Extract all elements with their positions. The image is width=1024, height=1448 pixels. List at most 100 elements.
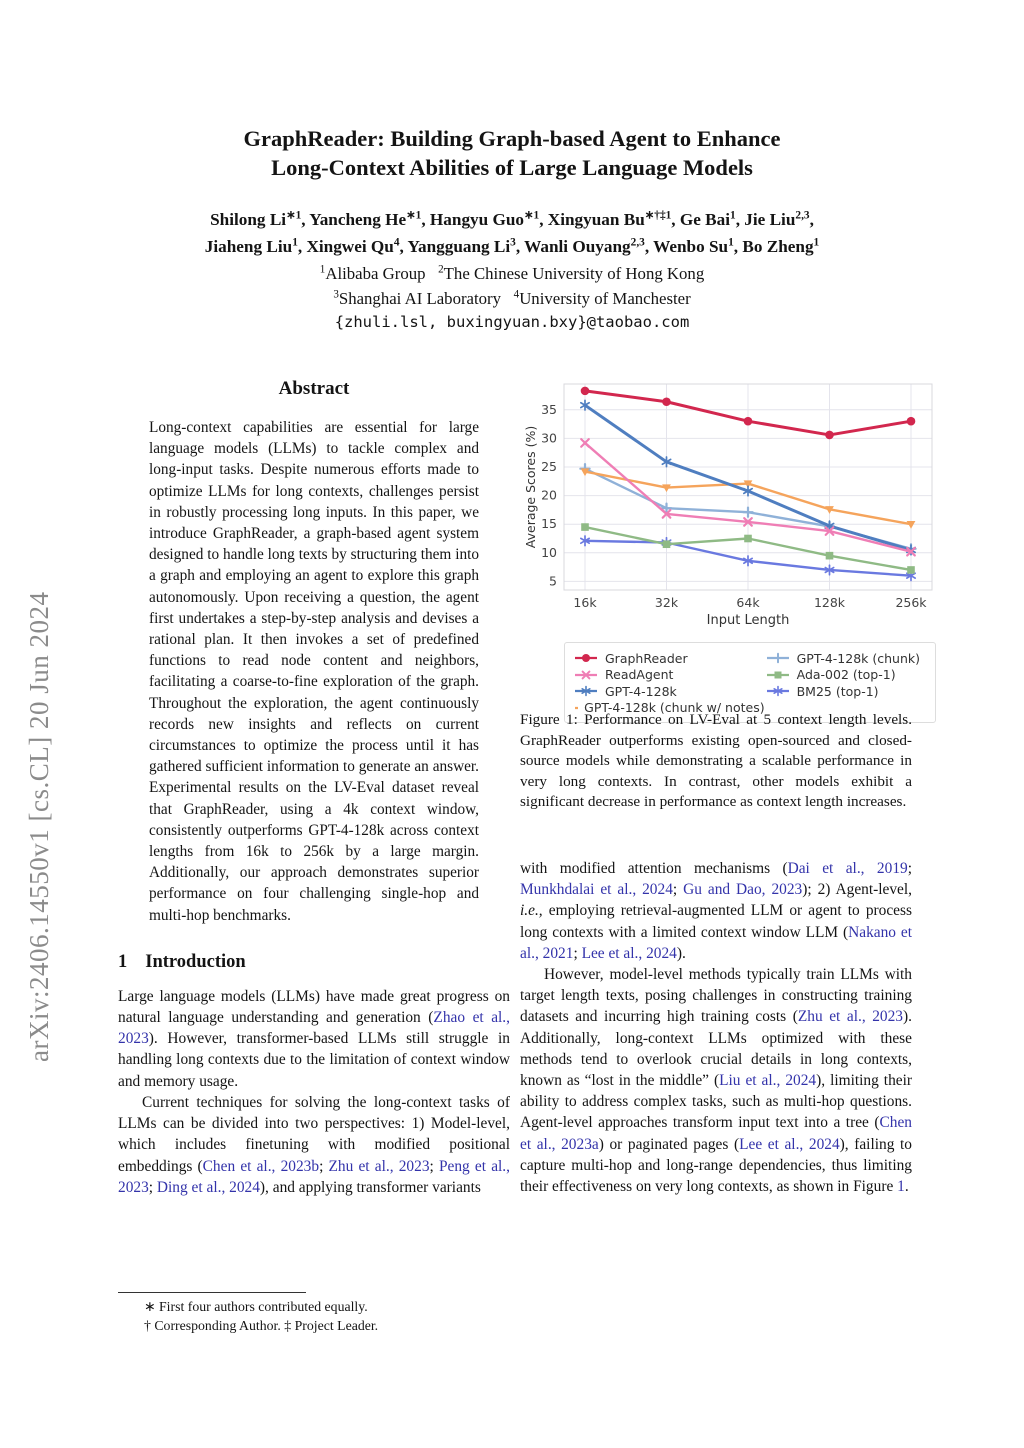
footnote-line-1: ∗ First four authors contributed equally…: [144, 1299, 368, 1314]
legend-item: ReadAgent: [573, 667, 765, 684]
superscript-mark: 3: [333, 288, 339, 301]
legend-label: GPT-4-128k: [605, 683, 677, 699]
x-tick-label: 32k: [655, 595, 679, 610]
legend-item: GPT-4-128k: [573, 683, 765, 700]
footnote-line-2: † Corresponding Author. ‡ Project Leader…: [144, 1317, 379, 1333]
lv-eval-line-chart: 5 10 15 20 25 30 35 16k 32k 64k 128k 256k Input Leng…: [523, 383, 933, 628]
text-run: However, model-level methods typically t…: [520, 966, 912, 1026]
superscript-mark: ∗1: [406, 209, 422, 222]
y-tick-label: 35: [541, 402, 557, 417]
text-run: Jiaheng Liu: [204, 236, 293, 256]
citation-link[interactable]: Gu and Dao, 2023: [683, 881, 803, 899]
legend-item: BM25 (top-1): [765, 683, 927, 700]
section-heading-introduction: 1 Introduction: [118, 952, 510, 973]
text-run: ).: [676, 944, 686, 962]
text-run: [426, 264, 439, 283]
citation-link[interactable]: Zhu et al., 2023: [328, 1157, 430, 1175]
citation-link[interactable]: Munkhdalai et al., 2024: [520, 881, 673, 899]
superscript-mark: 1: [813, 235, 820, 248]
legend-marker-square: [766, 671, 789, 679]
citation-link[interactable]: Nakano et al., 2021: [520, 923, 912, 962]
text-run: Current techniques for solving the long-…: [118, 1093, 510, 1175]
text-run: Shilong Li: [210, 210, 287, 229]
superscript-mark: 2,3: [630, 235, 645, 248]
abstract-heading: Abstract: [278, 378, 350, 399]
citation-link[interactable]: Chen et al., 2023b: [202, 1157, 320, 1175]
y-axis-label: Average Scores (%): [524, 426, 538, 548]
citation-link[interactable]: Chen et al., 2023a: [520, 1114, 912, 1153]
text-run: ;: [429, 1157, 439, 1175]
citation-link[interactable]: Liu et al., 2024: [719, 1072, 817, 1090]
citation-link[interactable]: Lee et al., 2024: [581, 944, 677, 962]
footnote-block: ∗ First four authors contributed equally…: [118, 1292, 510, 1335]
legend-marker-circle: [575, 654, 597, 663]
citation-link[interactable]: Lee et al., 2024: [739, 1135, 840, 1153]
series-gpt-4-128k-chunk-w-notes-: [580, 468, 916, 529]
series-readagent: [580, 438, 916, 557]
text-run: ) or paginated pages (: [598, 1135, 740, 1153]
right-column: with modified attention mechanisms (Dai …: [520, 858, 912, 1197]
superscript-mark: 3: [510, 235, 516, 248]
contact-email: {zhuli.lsl, buxingyuan.bxy}@taobao.com: [334, 313, 690, 331]
superscript-mark: 4: [393, 235, 400, 248]
text-run: , Bo Zheng: [733, 236, 814, 256]
figure1-caption: Figure 1: Performance on LV-Eval at 5 co…: [520, 711, 912, 811]
text-run: ), failing to capture multi-hop and long…: [520, 1135, 912, 1196]
chart-legend: GraphReader ReadAgent GPT-4-128k GPT-4-128k…: [564, 642, 936, 723]
superscript-mark: ∗1: [286, 209, 302, 222]
title-line-2: Long-Context Abilities of Large Language…: [271, 155, 753, 180]
citation-link[interactable]: Zhao et al., 2023: [118, 1009, 511, 1048]
right-paragraph-1: with modified attention mechanisms (Dai …: [520, 858, 912, 964]
superscript-mark: 1: [319, 263, 326, 276]
authors-line-2: Jiaheng Liu1, Xingwei Qu4, Yangguang Li3…: [0, 234, 1024, 261]
citation-link[interactable]: 1: [897, 1178, 905, 1196]
legend-label: Ada-002 (top-1): [796, 667, 896, 683]
superscript-mark: 1: [292, 235, 298, 248]
figure1: 5 10 15 20 25 30 35 16k 32k 64k 128k 256k Input Leng…: [523, 377, 940, 723]
legend-label: ReadAgent: [605, 667, 674, 683]
text-run: ,: [809, 210, 814, 229]
series-ada-002-top-1-: [581, 523, 915, 574]
citation-link[interactable]: Dai et al., 2019: [787, 860, 908, 877]
y-tick-label: 25: [541, 459, 557, 474]
x-tick-label: 256k: [895, 595, 927, 610]
superscript-mark: 2: [438, 263, 444, 276]
abstract-text: Long-context capabilities are essential …: [149, 419, 479, 924]
x-tick-label: 16k: [573, 595, 597, 610]
affiliations: 1Alibaba Group 2The Chinese University o…: [0, 261, 1024, 311]
text-run: employing retrieval-augmented LLM or age…: [520, 902, 912, 941]
text-run: , Wenbo Su: [644, 236, 729, 256]
text-run: The Chinese University of Hong Kong: [443, 264, 705, 283]
affiliations-line-2: 3Shanghai AI Laboratory 4University of M…: [0, 286, 1024, 311]
paper-title: GraphReader: Building Graph-based Agent …: [0, 124, 1024, 182]
text-run: , Yancheng He: [301, 210, 407, 229]
text-run: , Yangguang Li: [399, 236, 511, 256]
legend-item: GPT-4-128k (chunk w/ notes): [573, 700, 765, 717]
text-run: ;: [907, 860, 912, 877]
text-run: ;: [148, 1178, 157, 1196]
text-run: , Xingyuan Bu: [539, 210, 645, 229]
right-paragraph-2: However, model-level methods typically t…: [520, 964, 912, 1197]
y-tick-label: 5: [549, 573, 557, 588]
footnote-rule: [118, 1292, 306, 1293]
text-run: , Jie Liu: [735, 210, 796, 229]
text-run: with modified attention mechanisms (: [520, 860, 788, 877]
superscript-mark: 4: [513, 288, 520, 301]
authors-line-1: Shilong Li∗1, Yancheng He∗1, Hangyu Guo∗…: [0, 207, 1024, 234]
citation-link[interactable]: Ding et al., 2024: [156, 1178, 260, 1196]
text-run: ;: [573, 944, 582, 962]
text-run: University of Manchester: [519, 289, 691, 308]
superscript-mark: ∗†‡1: [644, 209, 672, 222]
x-tick-label: 128k: [814, 595, 846, 610]
intro-paragraph-1: Large language models (LLMs) have made g…: [118, 986, 510, 1092]
text-run: ;: [319, 1157, 329, 1175]
citation-link[interactable]: Peng et al., 2023: [118, 1157, 510, 1196]
text-run: ); 2) Agent-level,: [802, 881, 912, 899]
arxiv-banner: arXiv:2406.14550v1 [cs.CL] 20 Jun 2024: [24, 591, 54, 1062]
legend-marker-star: [766, 686, 789, 697]
text-run: Shanghai AI Laboratory: [338, 289, 502, 308]
title-line-1: GraphReader: Building Graph-based Agent …: [243, 126, 781, 151]
text-run: ), limiting their ability to address com…: [520, 1072, 912, 1132]
citation-link[interactable]: Zhu et al., 2023: [797, 1008, 903, 1026]
text-run: i.e.,: [520, 902, 543, 920]
